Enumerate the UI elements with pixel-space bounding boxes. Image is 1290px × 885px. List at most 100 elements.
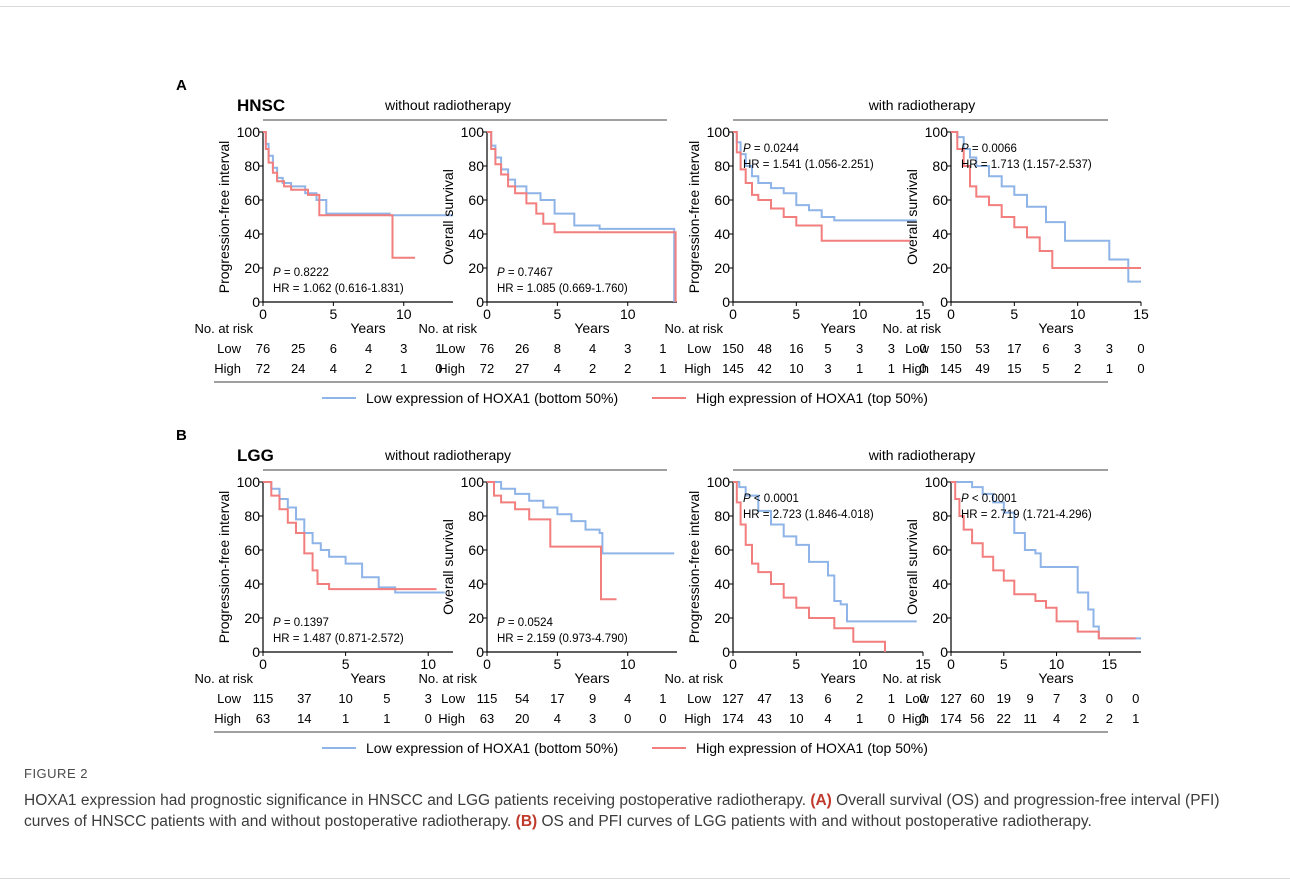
- x-tick-label: 15: [1133, 306, 1149, 322]
- y-tick-label: 60: [468, 192, 484, 208]
- km-curve-low: [487, 481, 675, 555]
- risk-count-low: 0: [1137, 341, 1144, 356]
- risk-count-low: 3: [624, 341, 631, 356]
- risk-count-low: 6: [824, 691, 831, 706]
- x-tick-label: 5: [553, 306, 561, 322]
- risk-row-label-high: High: [214, 711, 241, 726]
- y-axis-title: Progression-free interval: [216, 141, 232, 294]
- risk-row-label-high: High: [438, 711, 465, 726]
- x-tick-label: 0: [947, 656, 955, 672]
- risk-count-high: 2: [589, 361, 596, 376]
- x-tick-label: 15: [915, 306, 931, 322]
- y-tick-label: 40: [244, 226, 260, 242]
- caption-a-label: (A): [810, 792, 832, 809]
- legend-label-high: High expression of HOXA1 (top 50%): [696, 740, 928, 756]
- risk-count-high: 72: [480, 361, 494, 376]
- risk-table-title: No. at risk: [882, 671, 941, 686]
- risk-count-low: 47: [757, 691, 771, 706]
- x-tick-label: 0: [729, 306, 737, 322]
- risk-count-low: 3: [425, 691, 432, 706]
- x-tick-label: 0: [259, 306, 267, 322]
- risk-count-high: 15: [1007, 361, 1021, 376]
- risk-count-low: 2: [856, 691, 863, 706]
- x-tick-label: 5: [553, 656, 561, 672]
- risk-count-low: 8: [554, 341, 561, 356]
- risk-count-high: 0: [919, 711, 926, 726]
- risk-count-low: 127: [722, 691, 744, 706]
- x-axis-title: Years: [1038, 670, 1073, 686]
- p-value: P = 0.0066: [961, 143, 1017, 155]
- y-tick-label: 60: [468, 542, 484, 558]
- risk-count-high: 145: [940, 361, 962, 376]
- y-tick-label: 100: [707, 474, 731, 490]
- risk-count-high: 11: [1023, 711, 1037, 726]
- y-tick-label: 20: [714, 260, 730, 276]
- risk-table-title: No. at risk: [418, 671, 477, 686]
- y-tick-label: 100: [925, 124, 949, 140]
- x-tick-label: 5: [1000, 656, 1008, 672]
- risk-count-low: 7: [1053, 691, 1060, 706]
- y-tick-label: 80: [714, 158, 730, 174]
- risk-count-low: 3: [888, 341, 895, 356]
- risk-row-label-high: High: [902, 711, 929, 726]
- risk-count-high: 0: [624, 711, 631, 726]
- risk-count-high: 4: [330, 361, 337, 376]
- km-curve-high: [263, 131, 415, 259]
- risk-count-high: 174: [940, 711, 962, 726]
- risk-count-low: 13: [789, 691, 803, 706]
- x-tick-label: 10: [396, 306, 412, 322]
- risk-count-high: 1: [856, 361, 863, 376]
- risk-count-high: 1: [1132, 711, 1139, 726]
- y-tick-label: 40: [932, 576, 948, 592]
- y-tick-label: 0: [252, 294, 260, 310]
- x-tick-label: 10: [852, 306, 868, 322]
- km-curve-low: [733, 481, 917, 623]
- y-tick-label: 0: [722, 294, 730, 310]
- risk-table-title: No. at risk: [194, 671, 253, 686]
- risk-count-high: 4: [554, 361, 561, 376]
- hazard-ratio: HR = 1.713 (1.157-2.537): [961, 159, 1092, 171]
- risk-count-low: 9: [1027, 691, 1034, 706]
- x-tick-label: 5: [342, 656, 350, 672]
- risk-count-high: 3: [824, 361, 831, 376]
- x-tick-label: 5: [1010, 306, 1018, 322]
- y-tick-label: 40: [468, 576, 484, 592]
- x-tick-label: 0: [483, 306, 491, 322]
- x-tick-label: 10: [1049, 656, 1065, 672]
- risk-count-low: 3: [400, 341, 407, 356]
- x-axis-title: Years: [350, 670, 385, 686]
- risk-count-high: 42: [757, 361, 771, 376]
- km-curve-high: [487, 481, 617, 601]
- x-axis-title: Years: [574, 670, 609, 686]
- risk-count-high: 4: [554, 711, 561, 726]
- y-tick-label: 100: [237, 474, 261, 490]
- y-tick-label: 60: [714, 542, 730, 558]
- y-tick-label: 60: [932, 542, 948, 558]
- risk-count-high: 0: [435, 361, 442, 376]
- y-tick-label: 0: [940, 294, 948, 310]
- risk-count-low: 6: [1042, 341, 1049, 356]
- risk-count-low: 150: [940, 341, 962, 356]
- y-tick-label: 20: [932, 260, 948, 276]
- risk-row-label-high: High: [902, 361, 929, 376]
- caption-a-text: Overall survival (OS) and progression-fr…: [24, 792, 1220, 830]
- x-tick-label: 0: [259, 656, 267, 672]
- p-value: P < 0.0001: [743, 493, 799, 505]
- risk-count-low: 53: [975, 341, 989, 356]
- y-tick-label: 0: [940, 644, 948, 660]
- p-value: P = 0.7467: [497, 267, 553, 279]
- risk-count-high: 0: [425, 711, 432, 726]
- km-curve-high: [951, 131, 1141, 269]
- x-axis-title: Years: [820, 670, 855, 686]
- x-tick-label: 0: [483, 656, 491, 672]
- risk-count-low: 76: [256, 341, 270, 356]
- y-axis-title: Overall survival: [440, 519, 456, 615]
- risk-count-high: 72: [256, 361, 270, 376]
- y-tick-label: 40: [714, 226, 730, 242]
- risk-count-high: 49: [975, 361, 989, 376]
- hazard-ratio: HR = 2.723 (1.846-4.018): [743, 509, 874, 521]
- x-tick-label: 5: [792, 306, 800, 322]
- risk-count-high: 4: [824, 711, 831, 726]
- risk-count-low: 115: [253, 691, 274, 706]
- y-tick-label: 60: [244, 542, 260, 558]
